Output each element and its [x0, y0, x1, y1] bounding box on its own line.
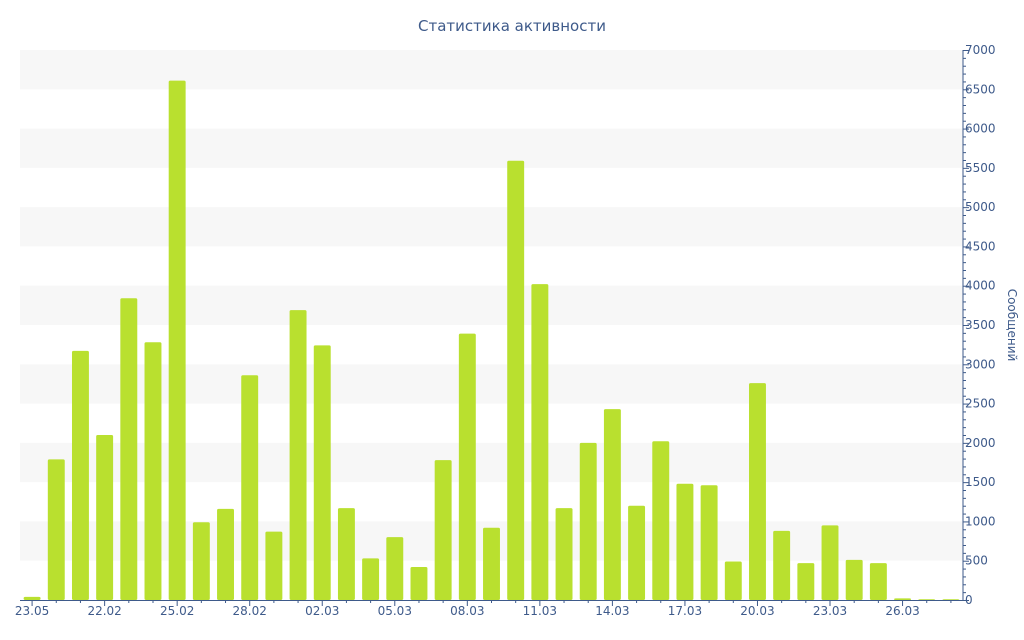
x-tick-label: 08.03: [450, 604, 484, 618]
bar: [217, 508, 234, 600]
bar: [869, 563, 887, 600]
bar: [96, 435, 114, 600]
bar: [483, 527, 500, 600]
y-tick-label: 3000: [965, 357, 996, 371]
x-tick-label: 14.03: [595, 604, 629, 618]
bar: [144, 342, 162, 600]
bar: [555, 508, 573, 600]
bars: [23, 80, 960, 601]
x-tick-label: 11.03: [523, 604, 557, 618]
y-tick-label: 5000: [965, 200, 996, 214]
y-tick-label: 6000: [965, 122, 996, 136]
x-tick-label: 05.03: [378, 604, 412, 618]
y-tick-label: 7000: [965, 43, 996, 57]
bar: [652, 441, 670, 600]
bar: [918, 599, 936, 600]
y-tick-label: 4500: [965, 239, 996, 253]
bar: [531, 284, 549, 600]
bar: [265, 531, 283, 600]
bar: [410, 567, 428, 600]
bar: [337, 508, 355, 600]
grid-band: [20, 128, 963, 168]
y-tick-label: 6500: [965, 82, 996, 96]
bar: [579, 442, 597, 600]
bar: [676, 483, 694, 600]
x-tick-label: 28.02: [233, 604, 267, 618]
bar: [724, 561, 742, 600]
bar: [942, 599, 960, 600]
x-tick-label: 02.03: [305, 604, 339, 618]
grid-band: [20, 50, 963, 90]
grid-band: [20, 207, 963, 247]
x-tick-label: 17.03: [668, 604, 702, 618]
bar: [386, 537, 404, 600]
x-axis: 23.05 22.02 25.02 28.02 02.03 05.03 08.03 11.03…: [15, 600, 963, 618]
x-tick-label: 22.02: [87, 604, 121, 618]
bar: [362, 558, 380, 600]
y-tick-label: 5500: [965, 161, 996, 175]
y-tick-label: 0: [965, 593, 973, 607]
y-tick-label: 500: [965, 554, 988, 568]
bar: [821, 525, 839, 600]
bar: [773, 530, 791, 600]
bar: [313, 345, 331, 600]
y-tick-label: 1000: [965, 514, 996, 528]
y-tick-label: 1500: [965, 475, 996, 489]
bar: [628, 505, 646, 600]
bar: [603, 409, 621, 600]
bar: [894, 598, 912, 600]
x-tick-label: 23.03: [813, 604, 847, 618]
bar: [700, 485, 718, 600]
bar: [289, 310, 307, 600]
bar: [47, 459, 65, 600]
grid-band: [20, 285, 963, 325]
bar: [797, 563, 815, 600]
bar: [458, 333, 476, 600]
y-tick-label: 2000: [965, 436, 996, 450]
x-tick-label: 26.03: [885, 604, 919, 618]
x-tick-label: 23.05: [15, 604, 49, 618]
x-tick-label: 25.02: [160, 604, 194, 618]
bar: [845, 559, 863, 600]
x-tick-label: 20.03: [740, 604, 774, 618]
y-tick-label: 3500: [965, 318, 996, 332]
bar: [507, 160, 525, 601]
bar: [71, 350, 89, 600]
y-axis: 0 500 1000 1500 2000 2500 3000 3500 4000 4500 5000…: [962, 43, 996, 607]
bar: [241, 375, 259, 600]
chart-title: Статистика активности: [418, 17, 606, 35]
bar: [23, 596, 41, 600]
bar: [120, 298, 138, 600]
y-tick-label: 2500: [965, 397, 996, 411]
bar: [434, 460, 452, 600]
y-axis-label: Сообщений: [1005, 289, 1019, 362]
bar: [749, 383, 766, 600]
bar: [192, 522, 210, 600]
bar: [168, 80, 186, 600]
y-tick-label: 4000: [965, 279, 996, 293]
